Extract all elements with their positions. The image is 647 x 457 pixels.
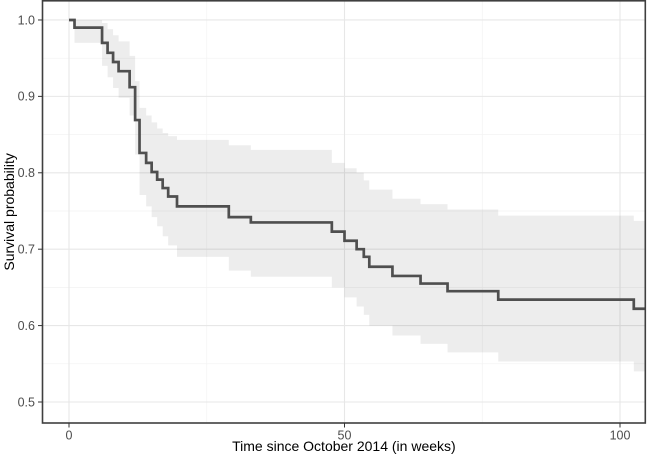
major-gridlines [42, 0, 646, 423]
panel-border [41, 0, 647, 424]
x-axis-title: Time since October 2014 (in weeks) [232, 438, 456, 454]
y-tick-label: 0.5 [18, 395, 35, 409]
x-tick-label: 50 [338, 429, 352, 443]
y-axis-title: Survival probability [1, 153, 17, 271]
y-tick-label: 1.0 [18, 13, 35, 27]
x-tick-label: 0 [66, 429, 73, 443]
confidence-band [69, 19, 646, 372]
y-tick-label: 0.7 [18, 242, 35, 256]
axis-tick-marks [38, 19, 621, 428]
x-tick-label: 100 [610, 429, 631, 443]
y-tick-label: 0.8 [18, 166, 35, 180]
y-tick-label: 0.6 [18, 319, 35, 333]
x-axis-tick-labels: 0 50 100 [66, 429, 631, 443]
y-tick-label: 0.9 [18, 90, 35, 104]
survival-step-line [69, 18, 646, 311]
minor-gridlines [42, 0, 646, 423]
y-axis-tick-labels: 1.0 0.9 0.8 0.7 0.6 0.5 [18, 13, 35, 409]
